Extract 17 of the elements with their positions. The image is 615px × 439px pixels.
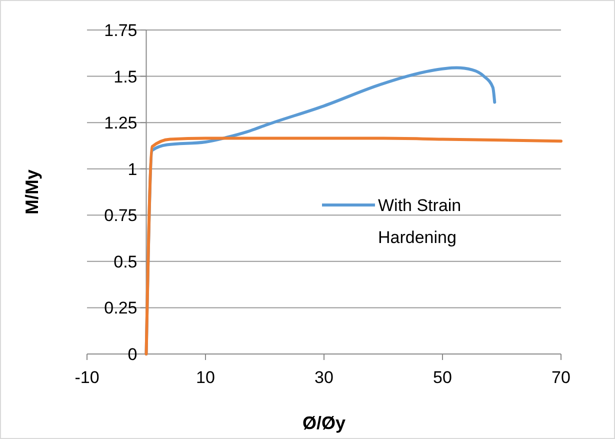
y-tick-label: 1 [128, 160, 138, 179]
y-tick-label: 0.5 [114, 252, 138, 272]
x-tick-label: -10 [74, 368, 100, 387]
y-axis-title: M/My [22, 170, 42, 214]
x-tick-label: 50 [433, 368, 452, 387]
legend-label: With Strain Hardening [378, 196, 462, 247]
line-series [144, 136, 562, 356]
y-tick-label: 0 [128, 345, 138, 364]
y-tick-label: 0.25 [104, 298, 138, 318]
y-tick-label: 1.5 [114, 67, 138, 86]
x-tick-label: 10 [196, 368, 215, 387]
x-tick-label: 30 [314, 368, 334, 387]
x-tick-label: 70 [552, 368, 570, 387]
x-axis-title: Ø/Øy [302, 413, 346, 433]
y-tick-label: 0.75 [104, 206, 138, 226]
y-tick-label: 1.25 [104, 114, 138, 133]
y-tick-label: 1.75 [104, 21, 138, 40]
